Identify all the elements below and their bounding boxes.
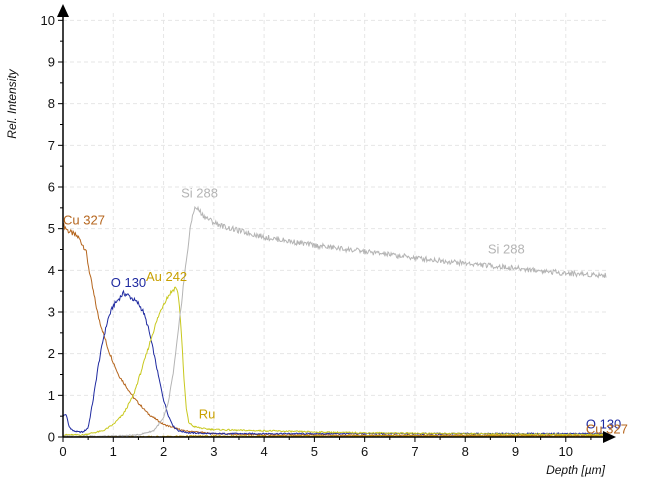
- y-axis-arrow: [57, 4, 69, 17]
- series-label: O 130: [586, 417, 621, 432]
- series-layer: [62, 205, 607, 438]
- y-tick-label: 2: [48, 346, 55, 361]
- y-tick-label: 0: [48, 430, 55, 445]
- x-tick-label: 8: [462, 444, 469, 459]
- y-tick-label: 3: [48, 305, 55, 320]
- y-tick-label: 6: [48, 180, 55, 195]
- axes: [57, 4, 616, 443]
- tick-labels: 0 1 2 3 4 5 6 7 8 9 10 0 1 2 3 4 5 6 7 8 9 10: [41, 13, 592, 459]
- series-label: Cu 327: [63, 213, 105, 228]
- series-label: O 130: [111, 275, 146, 290]
- x-axis-title: Depth [µm]: [546, 463, 606, 477]
- series-label: Si 288: [488, 242, 525, 257]
- y-tick-label: 4: [48, 263, 55, 278]
- series-label: Cu 327: [586, 422, 628, 437]
- y-tick-label: 8: [48, 96, 55, 111]
- x-tick-label: 3: [210, 444, 217, 459]
- series-line-o-130: [62, 289, 607, 436]
- y-tick-label: 1: [48, 388, 55, 403]
- series-label: Si 288: [181, 185, 218, 200]
- grid: [63, 12, 606, 437]
- series-label: Au 242: [146, 269, 187, 284]
- y-tick-label: 7: [48, 138, 55, 153]
- x-tick-label: 2: [160, 444, 167, 459]
- x-tick-label: 6: [361, 444, 368, 459]
- x-tick-label: 5: [311, 444, 318, 459]
- y-tick-label: 10: [41, 13, 55, 28]
- y-tick-label: 5: [48, 221, 55, 236]
- x-tick-label: 4: [260, 444, 267, 459]
- x-tick-label: 0: [59, 444, 66, 459]
- y-tick-label: 9: [48, 55, 55, 70]
- x-tick-label: 10: [559, 444, 573, 459]
- y-axis-title: Rel. Intensity: [5, 68, 19, 138]
- series-line-si-288: [62, 205, 607, 438]
- x-tick-label: 7: [411, 444, 418, 459]
- x-axis-arrow: [603, 431, 616, 443]
- x-tick-label: 9: [512, 444, 519, 459]
- series-label: Ru: [199, 406, 216, 421]
- series-line-au-242: [63, 286, 607, 437]
- x-tick-label: 1: [110, 444, 117, 459]
